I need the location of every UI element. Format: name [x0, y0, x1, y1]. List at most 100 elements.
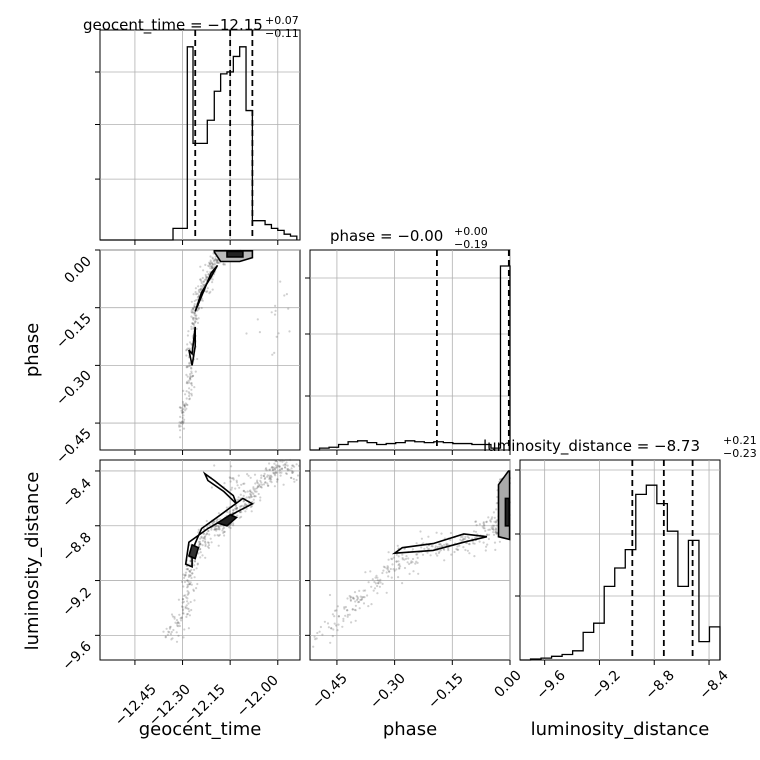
- pair-phase-time-sample: [201, 276, 204, 280]
- x-tick-label-phase-3: 0.00: [491, 668, 524, 701]
- pair-dist-time-sample: [266, 482, 269, 485]
- pair-dist-phase-sample: [344, 605, 347, 609]
- pair-dist-time-sample: [271, 468, 274, 471]
- pair-dist-time-sample: [270, 481, 273, 484]
- pair-dist-time-sample: [295, 478, 298, 482]
- pair-dist-time-sample: [170, 630, 173, 634]
- pair-dist-time-sample: [215, 529, 218, 532]
- pair-dist-time-sample: [275, 466, 278, 469]
- pair-phase-time-sample: [179, 406, 182, 409]
- pair-phase-time-sample: [205, 276, 208, 279]
- pair-dist-phase-sample: [374, 576, 377, 579]
- pair-dist-phase-sample: [319, 625, 322, 629]
- pair-dist-time-sample: [236, 498, 239, 501]
- pair-phase-time-sample: [181, 411, 184, 414]
- pair-dist-time-sample: [228, 511, 231, 514]
- y-tick-label-phase-3: −0.45: [53, 426, 95, 468]
- pair-dist-time-sample: [186, 593, 189, 596]
- pair-phase-time-sample: [211, 263, 215, 266]
- pair-dist-time-sample: [266, 484, 270, 487]
- pair-dist-time-sample: [234, 507, 237, 510]
- pair-dist-time-sample: [249, 505, 252, 509]
- pair-dist-time-sample: [291, 471, 294, 474]
- pair-phase-time-sample: [199, 288, 202, 292]
- pair-dist-time-sample: [260, 476, 263, 479]
- pair-phase-time-sample: [200, 287, 203, 290]
- pair-dist-phase-sample: [416, 556, 419, 560]
- pair-dist-time-sample: [198, 542, 201, 546]
- pair-dist-phase-sample: [443, 548, 446, 551]
- pair-dist-time-sample: [286, 469, 289, 472]
- pair-dist-time-sample: [182, 600, 185, 603]
- pair-dist-phase-sample: [468, 552, 471, 555]
- pair-dist-time-sample: [209, 537, 212, 540]
- pair-dist-phase-sample: [482, 527, 485, 530]
- pair-phase-time-sample: [197, 317, 200, 320]
- pair-phase-time-sample: [187, 379, 190, 382]
- x-axis-label-phase: phase: [383, 719, 437, 740]
- pair-dist-time-sample: [198, 548, 202, 551]
- pair-dist-time-sample: [254, 495, 257, 498]
- pair-dist-phase-sample: [349, 599, 352, 602]
- pair-phase-time-sample: [190, 309, 193, 312]
- pair-phase-time-sample: [192, 293, 195, 296]
- pair-dist-phase-sample: [487, 537, 490, 541]
- pair-phase-time-sample: [185, 390, 188, 393]
- pair-dist-time-sample: [196, 582, 199, 586]
- pair-dist-time-sample: [232, 524, 235, 527]
- pair-dist-time-sample: [214, 524, 217, 528]
- pair-dist-phase-sample: [398, 567, 401, 570]
- pair-dist-phase-sample: [453, 550, 456, 554]
- pair-dist-time-sample: [252, 498, 255, 501]
- pair-dist-time-sample: [236, 484, 239, 487]
- pair-dist-phase-sample: [357, 601, 360, 604]
- pair-dist-phase-sample: [466, 549, 469, 552]
- pair-dist-time-sample: [254, 490, 257, 493]
- pair-dist-phase-sample: [411, 561, 414, 564]
- pair-dist-time-sample: [265, 469, 268, 472]
- pair-dist-time-sample: [286, 464, 289, 467]
- title-luminosity-distance-minus: −0.23: [723, 447, 757, 460]
- pair-dist-time-sample: [287, 468, 290, 471]
- pair-dist-phase-sample: [401, 582, 404, 585]
- pair-dist-time-sample: [217, 525, 220, 528]
- pair-dist-time-sample: [243, 482, 246, 485]
- pair-dist-phase-sample: [436, 554, 439, 557]
- pair-dist-time-sample: [289, 458, 292, 462]
- pair-dist-time-sample: [198, 544, 201, 547]
- pair-dist-time-frame: [99, 459, 301, 661]
- pair-dist-time-sample: [180, 605, 184, 608]
- pair-phase-time-sample: [273, 351, 276, 354]
- pair-dist-phase-sample: [434, 547, 437, 550]
- pair-dist-phase-sample: [438, 543, 442, 546]
- pair-dist-phase-sample: [427, 535, 430, 538]
- pair-dist-phase-sample: [420, 546, 423, 549]
- pair-dist-phase-sample: [397, 560, 400, 563]
- pair-dist-time-sample: [183, 574, 186, 578]
- pair-dist-phase-sample: [366, 594, 369, 597]
- pair-phase-time-sample: [209, 267, 212, 270]
- pair-phase-time-sample: [179, 436, 182, 439]
- pair-dist-time-sample: [235, 507, 238, 510]
- pair-dist-time-sample: [192, 589, 195, 593]
- pair-dist-time-sample: [164, 635, 167, 638]
- x-ticks-luminosity-distance: −9.6 −9.2 −8.8 −8.4: [533, 667, 731, 702]
- pair-dist-time-sample: [257, 484, 260, 487]
- pair-dist-time-sample: [175, 619, 179, 622]
- pair-dist-phase-sample: [492, 526, 495, 529]
- pair-dist-time-sample: [291, 464, 294, 467]
- pair-phase-time-sample: [187, 365, 190, 368]
- pair-dist-time-sample: [216, 518, 219, 521]
- pair-dist-time-sample: [193, 560, 197, 563]
- y-ticks-phase: 0.00 −0.15 −0.30 −0.45: [53, 254, 95, 468]
- pair-dist-phase-sample: [360, 598, 363, 602]
- pair-phase-time-sample: [178, 425, 181, 428]
- pair-phase-time-sample: [189, 375, 192, 378]
- pair-phase-time-sample: [190, 382, 193, 385]
- pair-dist-time-sample: [278, 471, 281, 474]
- pair-phase-time-sample: [188, 347, 191, 350]
- pair-phase-time-sample: [211, 256, 214, 259]
- pair-dist-phase-sample: [416, 553, 419, 556]
- pair-dist-time-sample: [269, 476, 272, 479]
- pair-dist-phase-sample: [383, 566, 386, 569]
